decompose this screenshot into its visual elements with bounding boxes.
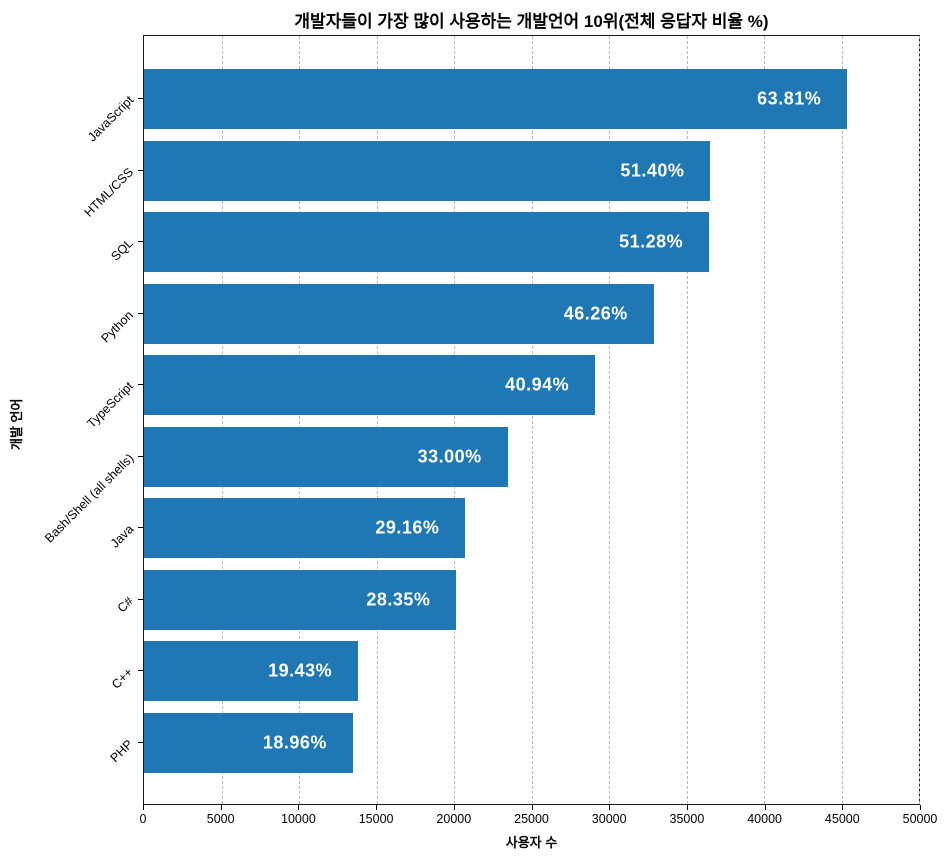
bar: 63.81%	[144, 69, 848, 129]
x-tick-mark	[220, 805, 222, 810]
x-tick-mark	[609, 805, 611, 810]
bar-value-label: 40.94%	[505, 374, 570, 395]
bar-value-label: 18.96%	[262, 732, 327, 752]
y-tick-mark	[138, 670, 143, 671]
y-tick-mark	[138, 241, 143, 242]
gridline	[841, 36, 843, 804]
y-tick-mark	[138, 741, 143, 743]
bar-value-label: 51.40%	[620, 160, 685, 180]
bars-layer: 63.81% 51.40% 51.28% 46.26% 40.94% 33.00% 29.1…	[144, 36, 919, 804]
y-tick-label: TypeScript	[84, 379, 136, 431]
x-tick-labels-layer: 0 5000 10000 15000 20000 25000 30000 35000 40000…	[139, 812, 938, 830]
bar: 51.28%	[144, 212, 710, 272]
gridlines-layer	[144, 36, 920, 804]
y-tick-label: C++	[109, 665, 136, 692]
x-tick-label: 20000	[436, 812, 472, 826]
bar-value-label: 33.00%	[417, 446, 482, 466]
gridline	[531, 36, 533, 804]
bar: 28.35%	[144, 569, 457, 630]
gridline	[686, 36, 688, 804]
x-tick-label: 5000	[206, 812, 235, 826]
x-tick-label: 25000	[514, 812, 549, 826]
x-tick-label: 50000	[902, 812, 938, 826]
plot-area: 63.81% 51.40% 51.28% 46.26% 40.94% 33.00% 29.1…	[143, 35, 920, 805]
y-tick-label: SQL	[108, 236, 136, 264]
x-tick-mark	[686, 805, 688, 810]
x-tick-mark	[531, 805, 533, 810]
bar: 33.00%	[144, 426, 508, 487]
y-tick-mark	[138, 312, 143, 314]
gridline	[454, 36, 455, 804]
x-tick-mark	[842, 805, 844, 810]
x-tick-label: 40000	[747, 812, 782, 826]
y-tick-mark	[138, 169, 143, 171]
x-tick-mark	[453, 805, 455, 810]
y-tick-label: HTML/CSS	[81, 164, 136, 220]
bar: 18.96%	[144, 712, 353, 773]
bar-value-label: 51.28%	[619, 231, 684, 252]
y-axis-title: 개발 언어	[9, 398, 24, 450]
bar-value-label: 28.35%	[366, 589, 431, 609]
gridline	[221, 36, 223, 804]
gridline	[299, 36, 300, 804]
gridline	[609, 36, 610, 804]
x-tick-mark	[298, 805, 300, 810]
x-tick-label: 35000	[669, 812, 705, 826]
x-tick-label: 15000	[358, 812, 394, 826]
bar-value-label: 46.26%	[563, 303, 628, 323]
bar: 46.26%	[144, 283, 654, 344]
x-tick-mark	[920, 805, 921, 810]
x-tick-mark	[143, 805, 144, 810]
y-tick-label: Java	[107, 522, 136, 551]
y-tick-mark	[138, 384, 143, 385]
y-tick-label: PHP	[107, 736, 136, 765]
gridline	[376, 36, 378, 804]
y-tick-mark	[138, 598, 143, 600]
x-tick-label: 45000	[824, 812, 860, 826]
x-tick-label: 0	[139, 812, 147, 826]
x-tick-mark	[376, 805, 378, 810]
bar: 40.94%	[144, 355, 596, 415]
y-tick-label: JavaScript	[84, 93, 136, 145]
bar: 19.43%	[144, 641, 359, 701]
y-tick-label: C#	[114, 593, 136, 615]
gridline	[764, 36, 765, 804]
bar-value-label: 29.16%	[375, 517, 440, 538]
bar: 51.40%	[144, 140, 711, 201]
x-axis-title: 사용자 수	[505, 835, 558, 850]
bar: 29.16%	[144, 498, 466, 558]
gridline	[919, 36, 920, 804]
y-tick-mark	[138, 527, 143, 528]
y-tick-label: Python	[98, 307, 136, 345]
bar-value-label: 19.43%	[268, 660, 333, 681]
y-tick-mark	[138, 98, 143, 99]
x-tick-label: 10000	[281, 812, 316, 826]
x-tick-label: 30000	[591, 812, 627, 826]
bar-value-label: 63.81%	[757, 88, 822, 109]
chart-title: 개발자들이 가장 많이 사용하는 개발언어 10위(전체 응답자 비율 %)	[294, 12, 769, 31]
x-tick-mark	[764, 805, 766, 810]
y-tick-mark	[138, 455, 143, 457]
